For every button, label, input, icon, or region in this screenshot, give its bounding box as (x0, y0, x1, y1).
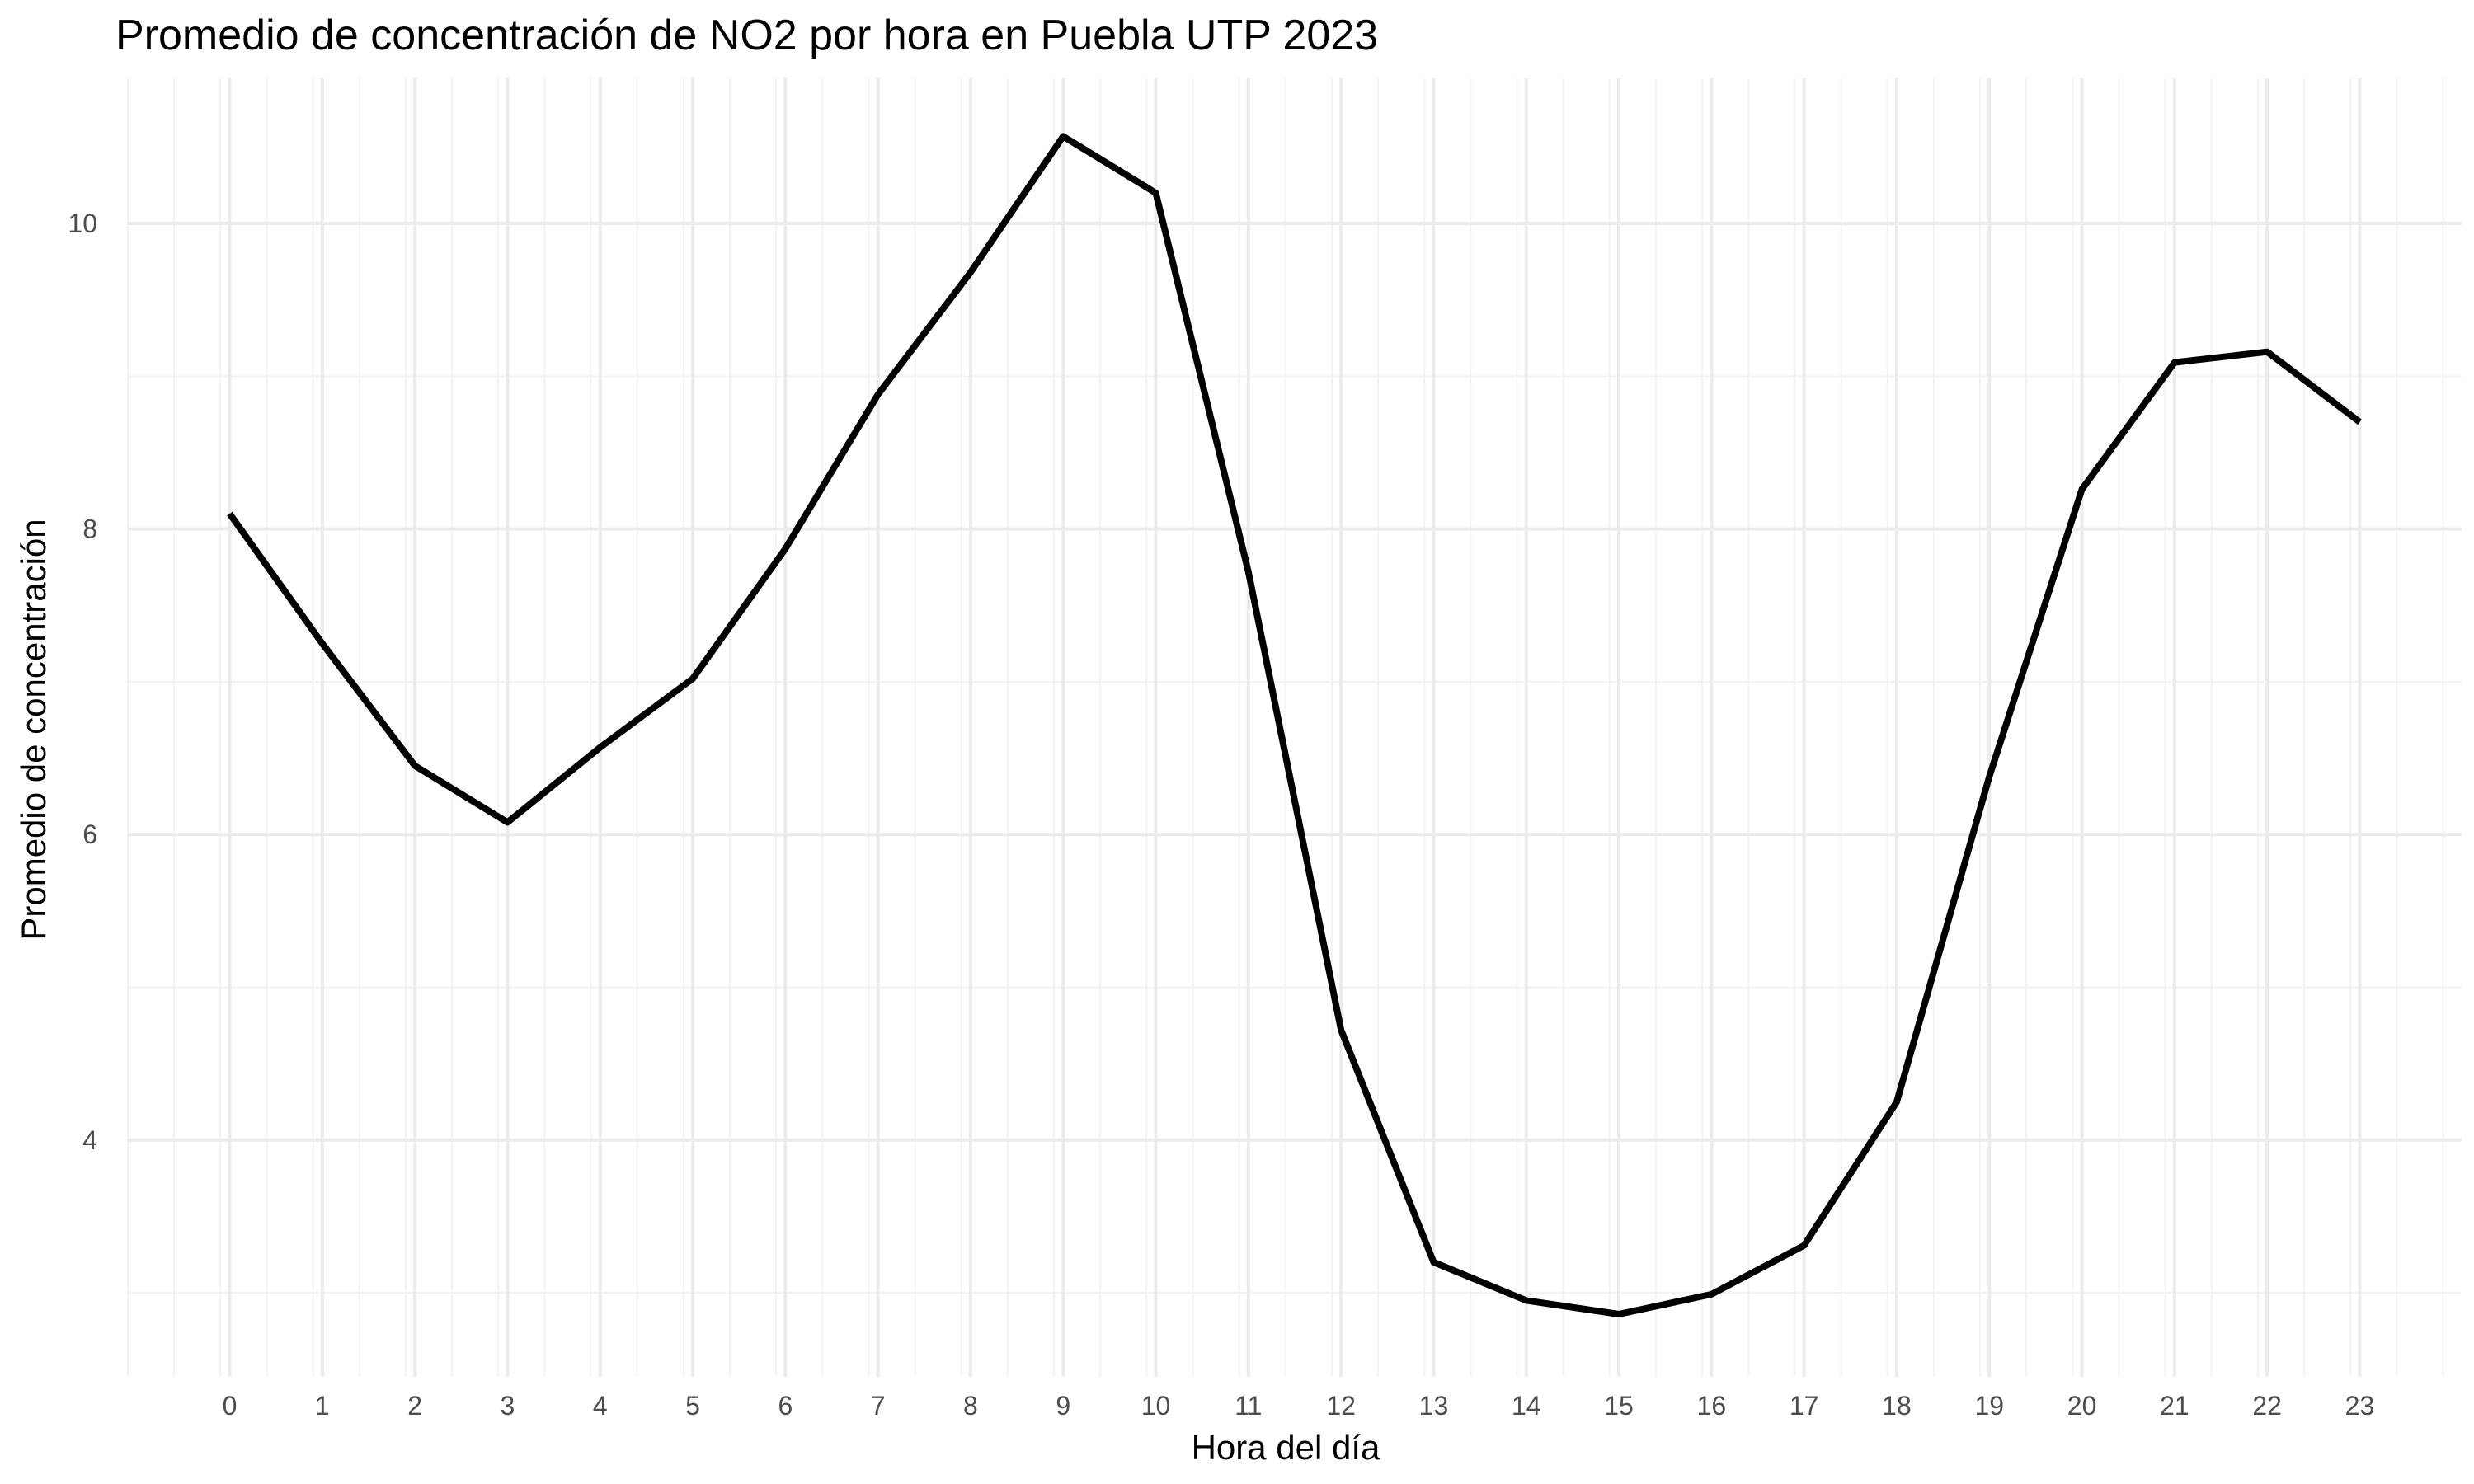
x-tick-label: 16 (1697, 1391, 1727, 1421)
x-tick-label: 0 (223, 1391, 238, 1421)
x-axis-ticks: 0 1 2 3 4 5 6 7 8 9 10 11 12 13 14 15 16 17 18 19 20 21 22 23 (223, 1391, 2375, 1421)
x-tick-label: 11 (1235, 1391, 1262, 1421)
y-tick-label: 10 (68, 209, 97, 238)
x-tick-label: 4 (593, 1391, 608, 1421)
y-tick-label: 8 (82, 514, 97, 544)
x-tick-label: 12 (1326, 1391, 1356, 1421)
x-tick-label: 5 (685, 1391, 700, 1421)
x-tick-label: 3 (501, 1391, 515, 1421)
grid (127, 78, 2462, 1377)
y-axis-title: Promedio de concentración (14, 519, 53, 940)
x-tick-label: 17 (1790, 1391, 1819, 1421)
x-tick-label: 13 (1419, 1391, 1449, 1421)
y-tick-label: 4 (82, 1125, 97, 1155)
y-axis-ticks: 4 6 8 10 (68, 209, 97, 1155)
x-tick-label: 2 (407, 1391, 422, 1421)
x-tick-label: 8 (963, 1391, 978, 1421)
x-tick-label: 21 (2160, 1391, 2189, 1421)
x-tick-label: 20 (2067, 1391, 2097, 1421)
x-tick-label: 14 (1512, 1391, 1541, 1421)
x-tick-label: 7 (871, 1391, 886, 1421)
x-tick-label: 1 (315, 1391, 330, 1421)
x-tick-label: 19 (1974, 1391, 2004, 1421)
x-tick-label: 23 (2345, 1391, 2375, 1421)
x-tick-label: 22 (2252, 1391, 2282, 1421)
x-tick-label: 6 (778, 1391, 793, 1421)
x-tick-label: 10 (1141, 1391, 1171, 1421)
series-layer (227, 133, 2362, 1317)
x-tick-label: 15 (1604, 1391, 1634, 1421)
x-axis-title: Hora del día (1192, 1428, 1380, 1467)
x-tick-label: 9 (1056, 1391, 1070, 1421)
x-tick-label: 18 (1882, 1391, 1912, 1421)
chart-title: Promedio de concentración de NO2 por hor… (115, 12, 1378, 59)
y-tick-label: 6 (82, 819, 97, 849)
series-line (227, 133, 2362, 1317)
